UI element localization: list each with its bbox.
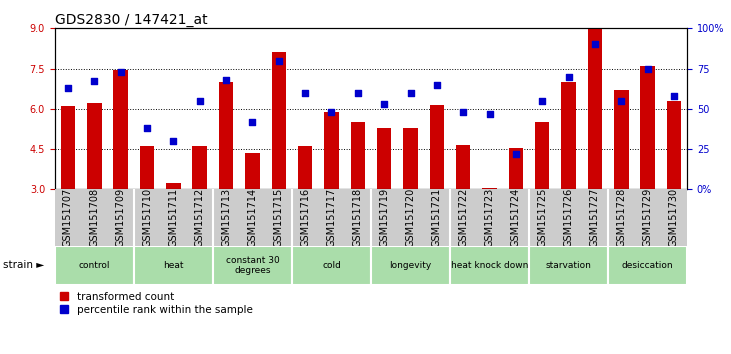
Point — [246, 119, 258, 125]
Bar — [325, 112, 338, 189]
Point — [616, 98, 627, 104]
Text: GSM151710: GSM151710 — [142, 188, 152, 247]
Text: GSM151725: GSM151725 — [537, 188, 548, 247]
Bar — [640, 66, 655, 189]
Bar — [166, 183, 181, 189]
Point — [115, 69, 126, 75]
Bar — [298, 147, 312, 189]
Point — [458, 109, 469, 115]
Text: longevity: longevity — [390, 261, 431, 270]
Bar — [614, 90, 629, 189]
Text: heat: heat — [163, 261, 183, 270]
Text: GSM151726: GSM151726 — [564, 188, 574, 247]
Bar — [535, 122, 550, 189]
Text: GSM151729: GSM151729 — [643, 188, 653, 247]
Text: GSM151728: GSM151728 — [616, 188, 626, 247]
Bar — [371, 246, 450, 285]
Point — [88, 79, 100, 84]
Bar — [588, 28, 602, 189]
Text: GSM151721: GSM151721 — [432, 188, 442, 247]
Point — [642, 66, 654, 72]
Text: GDS2830 / 147421_at: GDS2830 / 147421_at — [55, 13, 208, 27]
Bar — [271, 52, 286, 189]
Point — [668, 93, 680, 99]
Text: GSM151717: GSM151717 — [327, 188, 336, 247]
Text: GSM151727: GSM151727 — [590, 188, 600, 247]
Text: control: control — [79, 261, 110, 270]
Point — [484, 111, 496, 116]
Bar — [450, 246, 529, 285]
Text: GSM151716: GSM151716 — [300, 188, 310, 247]
Bar — [55, 246, 134, 285]
Point — [194, 98, 205, 104]
Point — [537, 98, 548, 104]
Bar — [509, 148, 523, 189]
Bar — [292, 246, 371, 285]
Point — [62, 85, 74, 91]
Bar — [561, 82, 576, 189]
Point — [510, 151, 522, 157]
Text: GSM151723: GSM151723 — [485, 188, 495, 247]
Text: GSM151718: GSM151718 — [353, 188, 363, 247]
Point — [589, 42, 601, 47]
Text: GSM151724: GSM151724 — [511, 188, 521, 247]
Bar — [529, 246, 608, 285]
Text: starvation: starvation — [545, 261, 591, 270]
Text: GSM151730: GSM151730 — [669, 188, 679, 247]
Point — [352, 90, 363, 96]
Point — [563, 74, 575, 80]
Text: strain ►: strain ► — [3, 261, 44, 270]
Bar — [213, 246, 292, 285]
Bar — [482, 188, 497, 189]
Point — [167, 138, 179, 144]
Bar — [404, 128, 417, 189]
Text: GSM151720: GSM151720 — [406, 188, 415, 247]
Text: GSM151708: GSM151708 — [89, 188, 99, 247]
Text: desiccation: desiccation — [622, 261, 673, 270]
Bar — [351, 122, 365, 189]
Text: constant 30
degrees: constant 30 degrees — [226, 256, 279, 275]
Point — [325, 109, 337, 115]
Point — [431, 82, 443, 87]
Text: GSM151709: GSM151709 — [115, 188, 126, 247]
Bar — [430, 105, 444, 189]
Bar — [87, 103, 102, 189]
Bar — [192, 147, 207, 189]
Bar — [61, 106, 75, 189]
Text: GSM151713: GSM151713 — [221, 188, 231, 247]
Bar — [245, 153, 260, 189]
Bar — [140, 147, 154, 189]
Point — [405, 90, 417, 96]
Text: GSM151715: GSM151715 — [274, 188, 284, 247]
Legend: transformed count, percentile rank within the sample: transformed count, percentile rank withi… — [60, 292, 253, 315]
Text: GSM151711: GSM151711 — [168, 188, 178, 247]
Point — [379, 101, 390, 107]
Point — [273, 58, 284, 63]
Bar — [608, 246, 687, 285]
Bar — [113, 70, 128, 189]
Bar — [667, 101, 681, 189]
Text: GSM151707: GSM151707 — [63, 188, 73, 247]
Text: GSM151722: GSM151722 — [458, 188, 468, 247]
Bar — [456, 145, 471, 189]
Text: heat knock down: heat knock down — [451, 261, 529, 270]
Text: GSM151719: GSM151719 — [379, 188, 389, 247]
Bar — [134, 246, 213, 285]
Text: GSM151714: GSM151714 — [247, 188, 257, 247]
Bar — [377, 128, 391, 189]
Point — [220, 77, 232, 83]
Point — [141, 125, 153, 131]
Point — [299, 90, 311, 96]
Text: GSM151712: GSM151712 — [194, 188, 205, 247]
Text: cold: cold — [322, 261, 341, 270]
Bar — [219, 82, 233, 189]
